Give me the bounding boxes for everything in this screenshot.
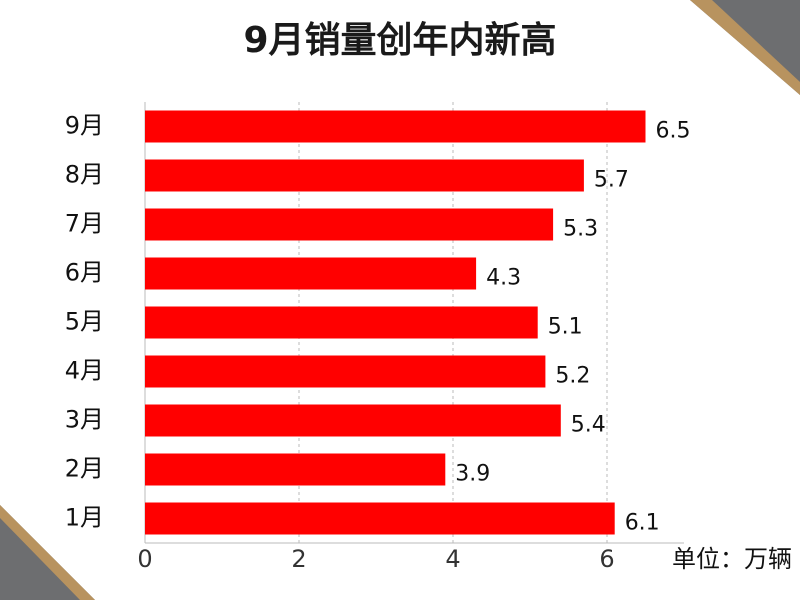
y-tick-label: 8月 [65, 161, 104, 189]
y-tick-label: 7月 [65, 210, 104, 238]
corner-decoration [690, 0, 800, 95]
corner-decoration [0, 505, 95, 600]
bar [145, 257, 477, 290]
value-label: 4.3 [486, 266, 521, 291]
bar [145, 306, 538, 339]
value-label: 5.3 [563, 217, 598, 242]
x-tick-label: 6 [599, 545, 614, 573]
y-tick-label: 3月 [65, 406, 104, 434]
bar [145, 355, 546, 388]
y-tick-label: 4月 [65, 357, 104, 385]
bar [145, 502, 615, 535]
value-label: 6.1 [625, 511, 660, 536]
y-tick-label: 1月 [65, 504, 104, 532]
value-label: 5.1 [548, 315, 583, 340]
value-label: 3.9 [455, 462, 490, 487]
x-tick-label: 2 [291, 545, 306, 573]
bar [145, 159, 584, 192]
chart-title: 9月销量创年内新高 [243, 20, 556, 61]
y-tick-label: 6月 [65, 259, 104, 287]
x-tick-label: 4 [445, 545, 460, 573]
x-tick-label: 0 [137, 545, 152, 573]
bar [145, 404, 561, 437]
value-label: 5.7 [594, 168, 629, 193]
value-label: 5.4 [571, 413, 606, 438]
unit-label: 单位：万辆 [672, 545, 792, 573]
bar [145, 208, 554, 241]
value-label: 5.2 [555, 364, 590, 389]
bar [145, 110, 646, 143]
y-tick-label: 5月 [65, 308, 104, 336]
y-tick-label: 2月 [65, 455, 104, 483]
y-tick-label: 9月 [65, 112, 104, 140]
bar [145, 453, 446, 486]
value-label: 6.5 [656, 119, 691, 144]
